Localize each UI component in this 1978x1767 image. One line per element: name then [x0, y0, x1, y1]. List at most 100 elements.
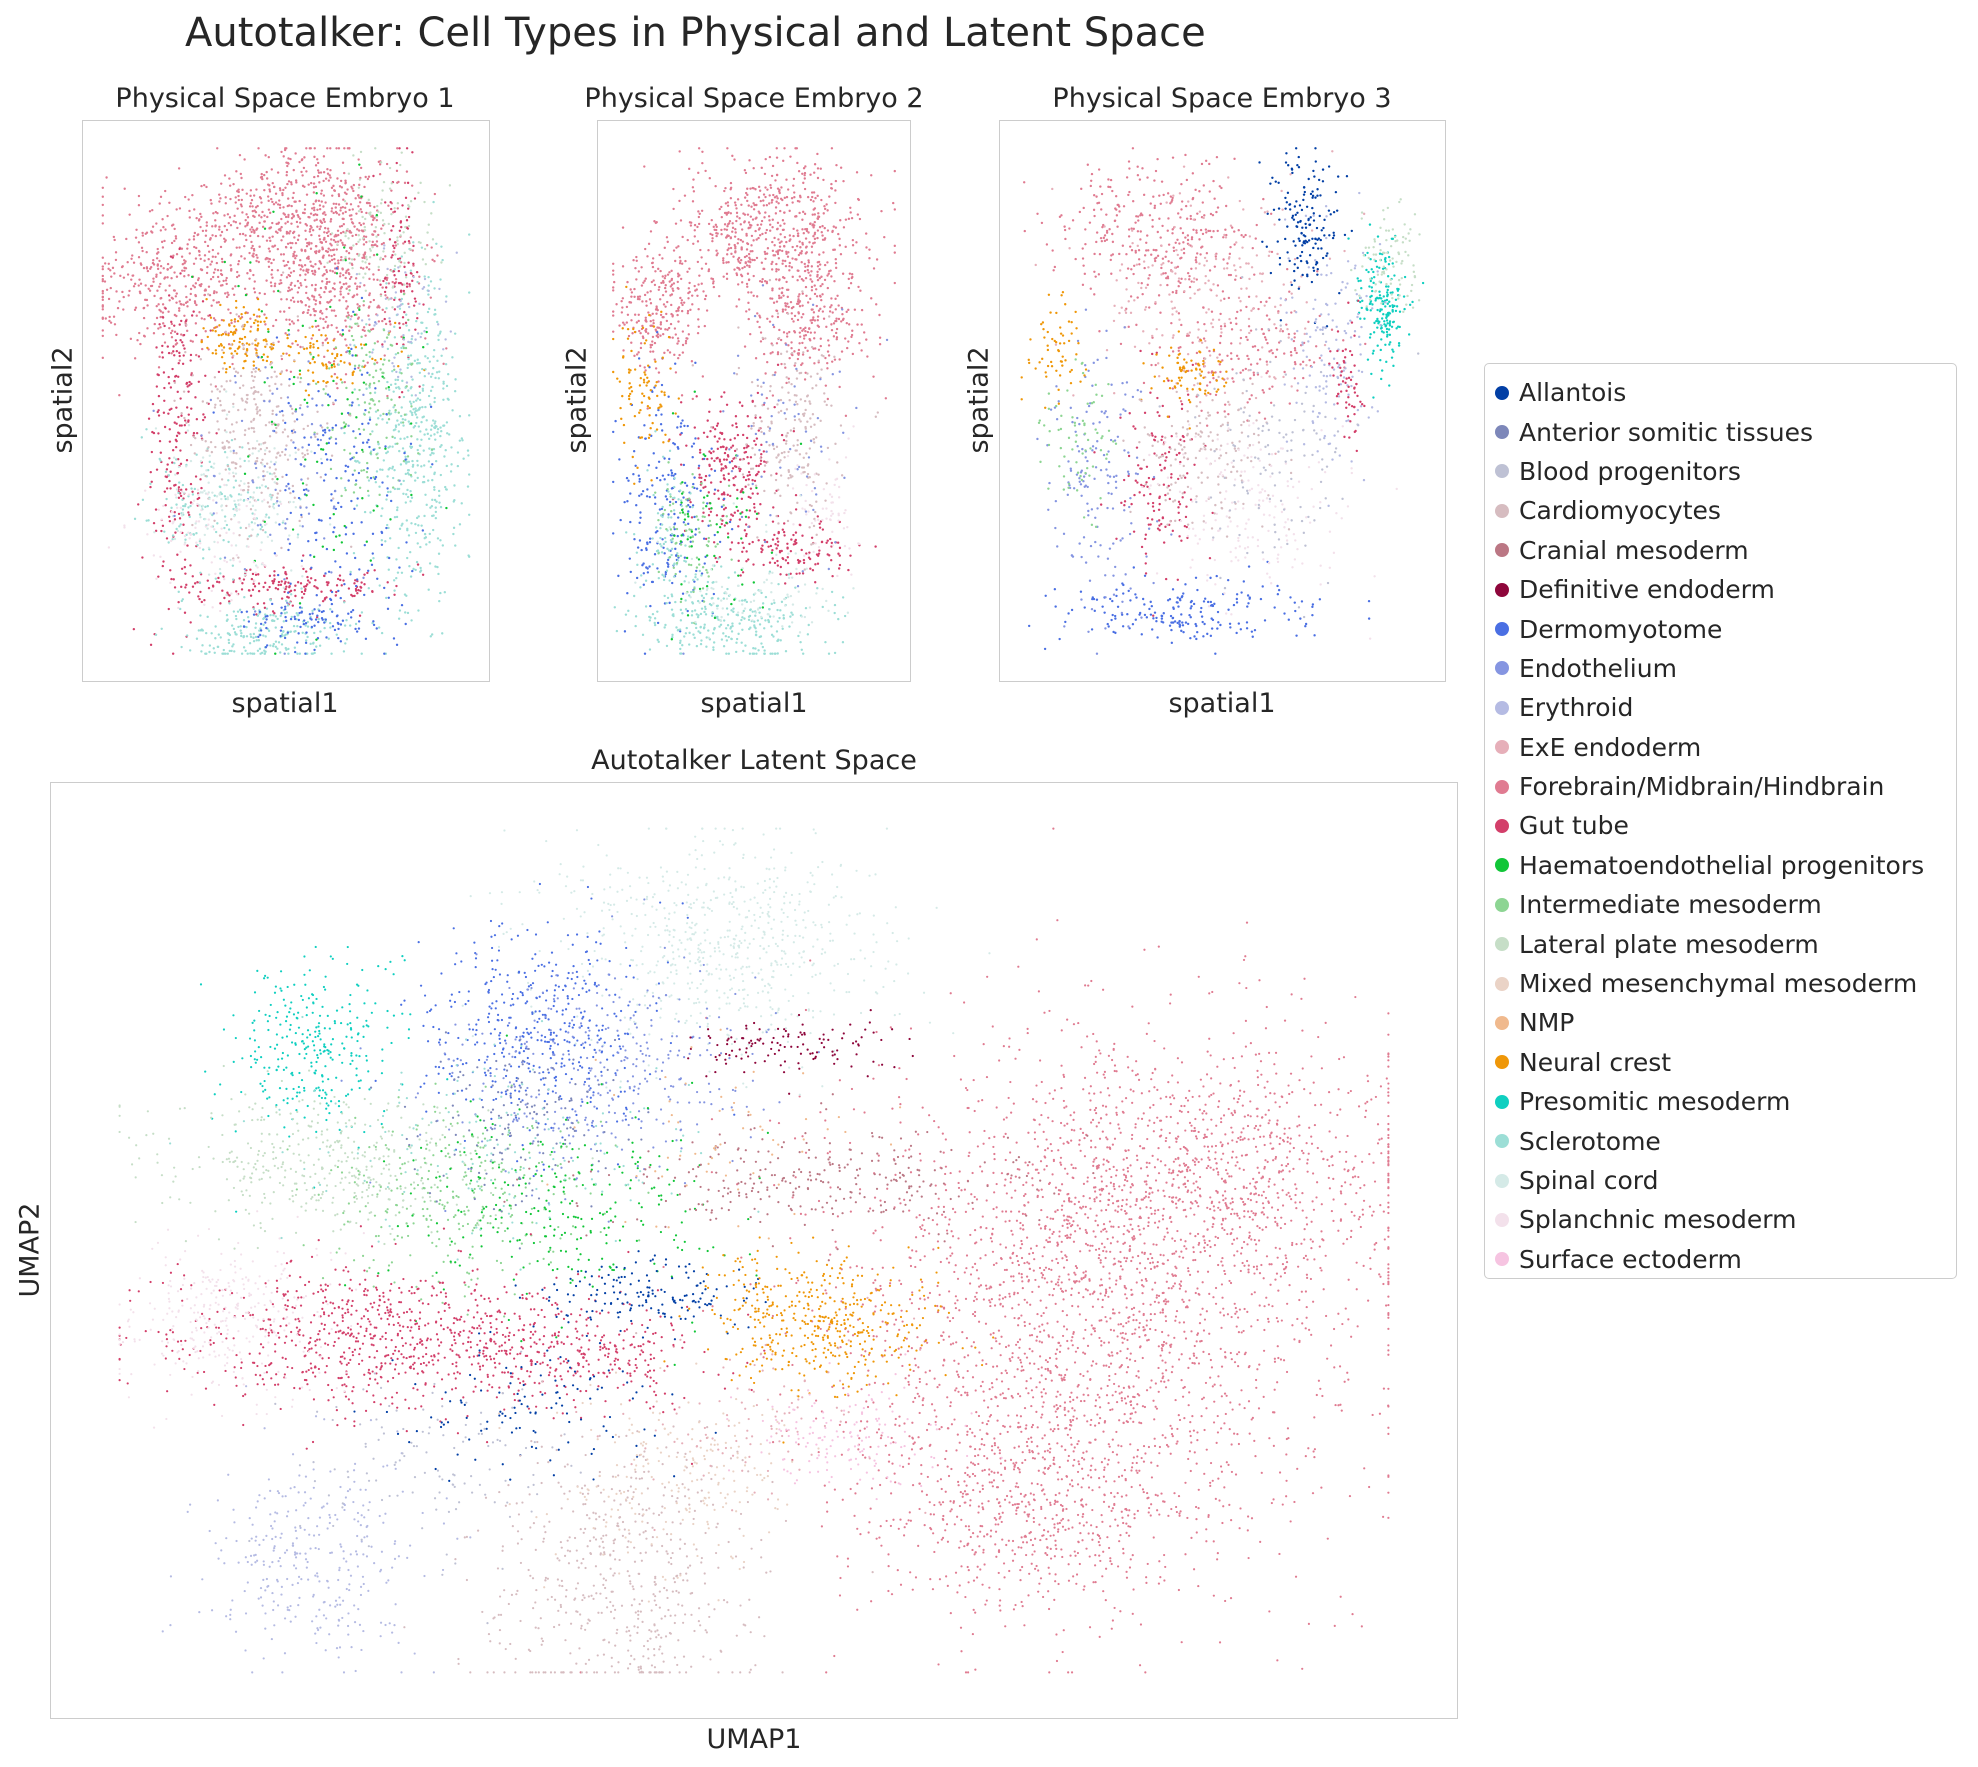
point [193, 452, 196, 455]
point [819, 167, 822, 170]
point [216, 397, 220, 400]
point [371, 621, 374, 625]
point [411, 290, 414, 293]
point [381, 257, 385, 261]
point [391, 486, 395, 489]
point [429, 635, 432, 638]
point [378, 306, 381, 309]
point [224, 202, 227, 205]
point [708, 177, 711, 180]
point [183, 558, 187, 561]
point [744, 261, 747, 265]
point [766, 188, 769, 191]
point [385, 273, 389, 277]
point [218, 200, 221, 203]
point [316, 175, 320, 178]
point [280, 371, 283, 374]
point [433, 400, 436, 404]
point [249, 568, 252, 571]
point [227, 343, 231, 346]
point [357, 427, 361, 431]
point [234, 196, 237, 199]
point [351, 401, 354, 404]
point [326, 172, 330, 175]
point [397, 546, 400, 550]
point [314, 200, 317, 203]
point [171, 297, 175, 300]
point [321, 344, 325, 347]
point [395, 643, 399, 647]
point [285, 263, 288, 267]
point [275, 375, 278, 378]
point [211, 329, 214, 332]
point [179, 550, 182, 554]
point [424, 536, 428, 539]
point [270, 261, 273, 265]
point [735, 211, 739, 215]
point [103, 280, 107, 283]
point [429, 506, 432, 509]
point [265, 626, 268, 630]
point [743, 196, 747, 199]
point [132, 627, 136, 631]
point [156, 267, 160, 271]
point [180, 247, 184, 250]
cluster-intermediate-mesoderm [299, 289, 434, 498]
point [228, 347, 231, 350]
point [310, 652, 314, 655]
point [466, 449, 470, 452]
point [410, 493, 413, 497]
point [367, 268, 371, 271]
point [315, 218, 318, 221]
point [765, 204, 769, 207]
point [248, 205, 252, 208]
point [273, 552, 277, 555]
point [780, 296, 783, 299]
point [399, 220, 403, 223]
point [123, 187, 126, 190]
cluster-forebrain-midbrain-hindbrain [101, 167, 336, 397]
point [834, 189, 837, 192]
point [197, 520, 201, 523]
point [280, 354, 283, 358]
point [275, 413, 278, 416]
point [248, 268, 252, 272]
point [801, 172, 804, 176]
point [258, 196, 262, 199]
point [326, 168, 329, 171]
point [352, 310, 355, 314]
point [333, 235, 336, 238]
point [371, 532, 375, 536]
point [338, 185, 342, 188]
point [188, 649, 192, 652]
point [167, 310, 170, 313]
point [176, 472, 179, 475]
point [312, 298, 316, 301]
point [286, 220, 289, 224]
point [170, 322, 174, 326]
point [339, 578, 342, 582]
point [354, 277, 358, 280]
point [113, 272, 116, 275]
point [301, 345, 305, 349]
point [322, 433, 325, 437]
point [197, 629, 201, 632]
point [278, 410, 282, 413]
point [251, 588, 255, 592]
point [207, 573, 211, 576]
point [276, 452, 279, 455]
point [346, 311, 350, 314]
point [389, 383, 393, 387]
point [687, 291, 690, 295]
point [321, 363, 325, 366]
point [783, 147, 786, 150]
point [191, 493, 195, 496]
cluster-gut-tube [157, 554, 425, 619]
point [140, 436, 144, 439]
point [726, 225, 729, 228]
point [223, 224, 226, 228]
point [309, 436, 313, 439]
point [372, 278, 376, 281]
point [295, 220, 299, 224]
point [238, 608, 242, 612]
